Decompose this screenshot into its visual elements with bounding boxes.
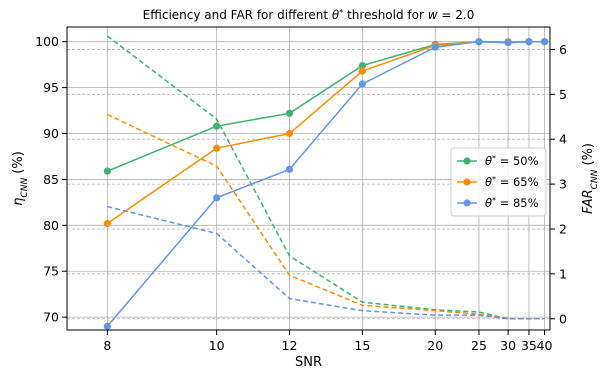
x-tick-label: 20 bbox=[427, 338, 443, 353]
efficiency-point bbox=[285, 129, 294, 138]
y-left-tick-label: 80 bbox=[43, 218, 59, 233]
y-left-tick-label: 85 bbox=[43, 172, 59, 187]
grid bbox=[67, 27, 550, 330]
x-tick-label: 15 bbox=[354, 338, 370, 353]
efficiency-point bbox=[285, 165, 294, 173]
x-tick-label: 12 bbox=[282, 338, 298, 353]
efficiency-point bbox=[358, 80, 366, 88]
x-tick-label: 10 bbox=[209, 338, 225, 353]
y-right-tick-label: 6 bbox=[559, 42, 567, 57]
y-right-tick-label: 0 bbox=[559, 311, 567, 326]
y-left-tick-label: 90 bbox=[43, 126, 59, 141]
efficiency-point bbox=[540, 38, 549, 46]
efficiency-point bbox=[213, 122, 221, 130]
y-left-tick-label: 75 bbox=[43, 264, 59, 279]
efficiency-point bbox=[103, 219, 111, 228]
legend-label: θ* = 50% bbox=[485, 154, 539, 169]
legend-box bbox=[450, 147, 547, 217]
y-right-tick-label: 2 bbox=[559, 222, 567, 237]
plot-frame bbox=[66, 26, 551, 331]
far-line bbox=[107, 205, 545, 320]
x-axis-title: SNR bbox=[295, 355, 322, 370]
series-group bbox=[103, 38, 549, 330]
legend-swatch-marker bbox=[463, 178, 471, 186]
legend: θ* = 50% θ* = 65% θ* = 85% bbox=[450, 147, 547, 217]
legend-item: θ* = 65% bbox=[457, 175, 539, 190]
efficiency-point bbox=[213, 194, 221, 202]
x-tick-label: 8 bbox=[103, 338, 111, 353]
y-left-tick-label: 95 bbox=[43, 80, 59, 95]
efficiency-point bbox=[103, 322, 111, 330]
legend-swatch-marker bbox=[463, 199, 471, 207]
efficiency-point bbox=[525, 38, 533, 46]
y-axis-left-title: ηCNN (%) bbox=[11, 151, 30, 206]
y-right-tick-label: 4 bbox=[559, 132, 567, 147]
efficiency-point bbox=[285, 109, 294, 117]
legend-item: θ* = 50% bbox=[457, 154, 539, 169]
legend-label: θ* = 85% bbox=[485, 196, 539, 211]
legend-label: θ* = 65% bbox=[485, 175, 539, 190]
efficiency-point bbox=[475, 38, 483, 46]
x-tick-label: 40 bbox=[537, 338, 553, 353]
efficiency-point bbox=[213, 144, 221, 152]
y-right-tick-label: 3 bbox=[559, 177, 567, 192]
x-tick-label: 30 bbox=[500, 338, 516, 353]
x-tick-label: 35 bbox=[521, 338, 537, 353]
efficiency-point bbox=[103, 167, 111, 175]
y-left-tick-label: 100 bbox=[35, 34, 59, 49]
legend-swatch-marker bbox=[463, 157, 471, 165]
efficiency-point bbox=[431, 43, 439, 51]
chart-title: Efficiency and FAR for different θ* thre… bbox=[143, 8, 475, 23]
efficiency-point bbox=[504, 39, 512, 47]
x-tick-label: 25 bbox=[471, 338, 487, 353]
y-axis-right-title: FARCNN (%) bbox=[581, 143, 600, 214]
legend-item: θ* = 85% bbox=[457, 196, 539, 211]
y-left-tick-label: 70 bbox=[43, 310, 59, 325]
y-right-tick-label: 1 bbox=[559, 266, 567, 281]
efficiency-point bbox=[358, 67, 366, 75]
efficiency-point bbox=[358, 61, 366, 70]
series-lines bbox=[103, 35, 549, 330]
y-right-tick-label: 5 bbox=[559, 87, 567, 102]
